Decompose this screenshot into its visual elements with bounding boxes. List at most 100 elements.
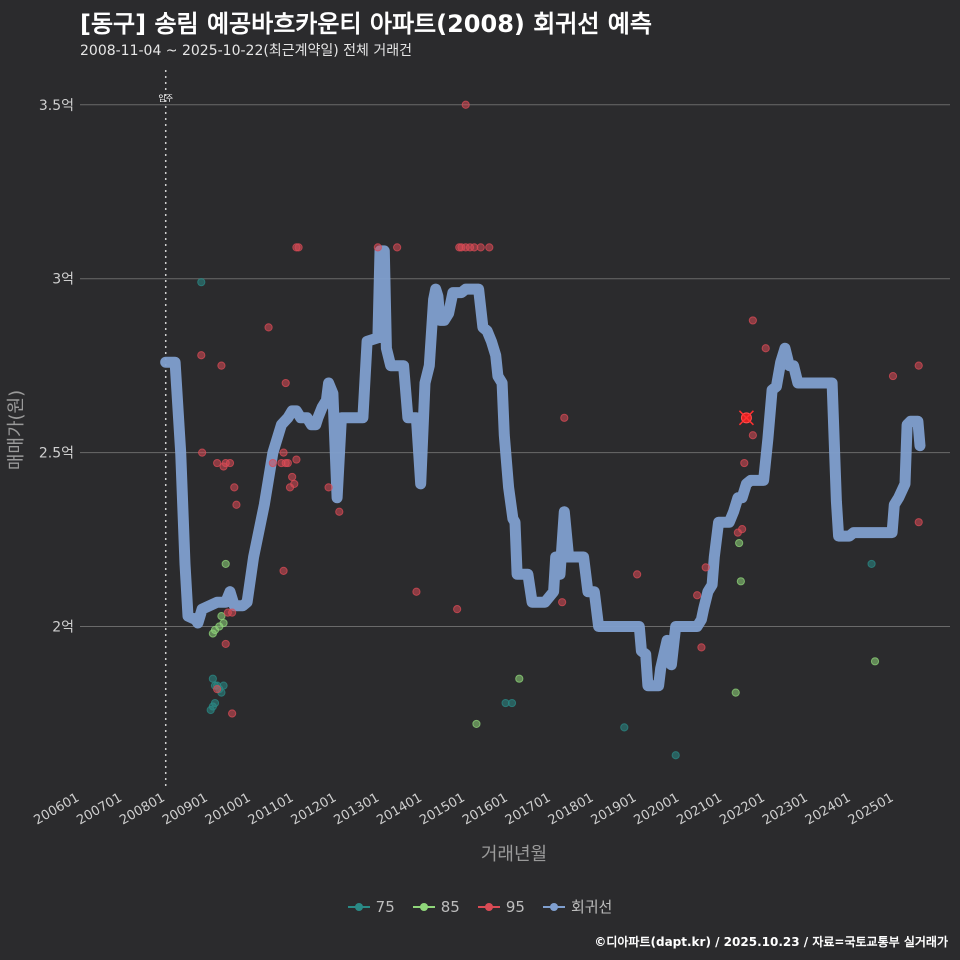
point-95: [279, 448, 288, 457]
point-95: [558, 598, 567, 607]
legend-label-regression: 회귀선: [570, 898, 613, 916]
point-95: [335, 507, 344, 516]
y-tick-label: 2억: [52, 620, 74, 636]
point-85: [472, 719, 481, 729]
point-95: [738, 525, 747, 534]
x-tick-label: 201501: [417, 790, 467, 828]
x-tick-label: 201401: [374, 790, 424, 828]
point-95: [693, 591, 702, 600]
y-tick-label: 3.5억: [39, 98, 74, 114]
legend-item-regression: 회귀선: [542, 896, 613, 917]
x-tick-label: 202001: [632, 790, 682, 828]
legend-label-75: 75: [375, 897, 395, 916]
point-85: [515, 674, 524, 683]
point-85: [735, 538, 744, 548]
source-caption: ©디아파트(dapt.kr) / 2025.10.23 / 자료=국토교통부 실…: [594, 935, 948, 949]
point-95: [228, 608, 237, 617]
x-tick-label: 200701: [74, 790, 124, 828]
legend-item-85: 85: [412, 896, 460, 917]
legend-swatch-95: [477, 900, 500, 914]
point-75: [671, 751, 680, 760]
x-tick-label: 202201: [717, 790, 767, 828]
point-95: [412, 587, 421, 596]
regression-line: [160, 245, 926, 692]
point-75: [507, 698, 517, 708]
y-tick-label: 2.5억: [39, 446, 74, 462]
legend-item-95: 95: [477, 896, 525, 917]
point-95: [485, 243, 494, 252]
y-tick-label: 3억: [52, 272, 74, 288]
x-tick-label: 202101: [674, 790, 724, 828]
point-75: [208, 674, 217, 683]
point-75: [620, 723, 629, 732]
point-95: [914, 518, 923, 527]
point-95: [197, 351, 206, 360]
x-tick-label: 201601: [460, 790, 510, 828]
point-95: [324, 483, 333, 492]
point-75: [867, 559, 876, 569]
point-95: [281, 378, 290, 388]
x-tick-label: 201701: [503, 790, 553, 828]
point-95: [393, 243, 402, 252]
highlight-cross-icon: [738, 410, 754, 426]
point-95: [279, 566, 288, 575]
point-85: [736, 577, 745, 586]
point-95: [761, 344, 770, 353]
point-95: [288, 472, 297, 482]
point-95: [292, 455, 301, 464]
point-85: [731, 688, 740, 697]
point-95: [264, 323, 273, 332]
point-95: [225, 458, 235, 468]
point-95: [701, 563, 710, 572]
legend-label-85: 85: [440, 897, 460, 916]
point-95: [748, 316, 757, 325]
legend-swatch-75: [347, 900, 370, 914]
point-95: [914, 361, 923, 370]
x-tick-label: 201901: [589, 790, 639, 828]
x-tick-label: 200601: [32, 790, 82, 828]
point-95: [740, 458, 749, 468]
x-tick-label: 200801: [117, 790, 167, 828]
legend-swatch-regression: [542, 900, 565, 914]
x-tick-label: 201101: [246, 790, 296, 828]
point-95: [476, 243, 485, 252]
point-95: [633, 570, 642, 579]
y-axis-label: 매매가(원): [6, 390, 27, 470]
chart-title: [동구] 송림 예공바흐카운티 아파트(2008) 회귀선 예측: [80, 10, 652, 38]
point-95: [230, 483, 239, 492]
x-tick-label: 201301: [332, 790, 382, 828]
x-tick-label: 202401: [803, 790, 853, 828]
legend-label-95: 95: [505, 897, 525, 916]
point-85: [219, 618, 228, 628]
x-axis-label: 거래년월: [481, 844, 547, 865]
legend: 75 85 95 회귀선: [0, 896, 960, 917]
point-95: [888, 371, 898, 381]
legend-swatch-85: [412, 900, 435, 914]
x-tick-label: 201801: [546, 790, 596, 828]
point-95: [232, 500, 241, 509]
point-95: [283, 458, 292, 468]
point-95: [213, 685, 222, 694]
point-95: [453, 605, 462, 614]
point-95: [697, 643, 706, 652]
point-75: [210, 698, 220, 708]
x-tick-label: 201201: [289, 790, 339, 828]
point-85: [221, 559, 230, 569]
legend-item-75: 75: [347, 896, 395, 917]
x-tick-label: 201001: [203, 790, 253, 828]
point-95: [221, 639, 230, 649]
point-95: [748, 431, 757, 440]
annotation-layer: 입주: [158, 70, 173, 790]
point-95: [290, 479, 299, 489]
scatter-point-layer: [197, 100, 923, 760]
x-tick-label: 202501: [846, 790, 896, 828]
x-tick-label: 200901: [160, 790, 210, 828]
point-95: [294, 243, 303, 252]
point-75: [197, 278, 206, 287]
point-95: [560, 413, 569, 422]
point-85: [870, 657, 880, 666]
point-95: [198, 448, 207, 457]
regression-line-layer: [160, 245, 926, 692]
point-95: [213, 458, 222, 468]
